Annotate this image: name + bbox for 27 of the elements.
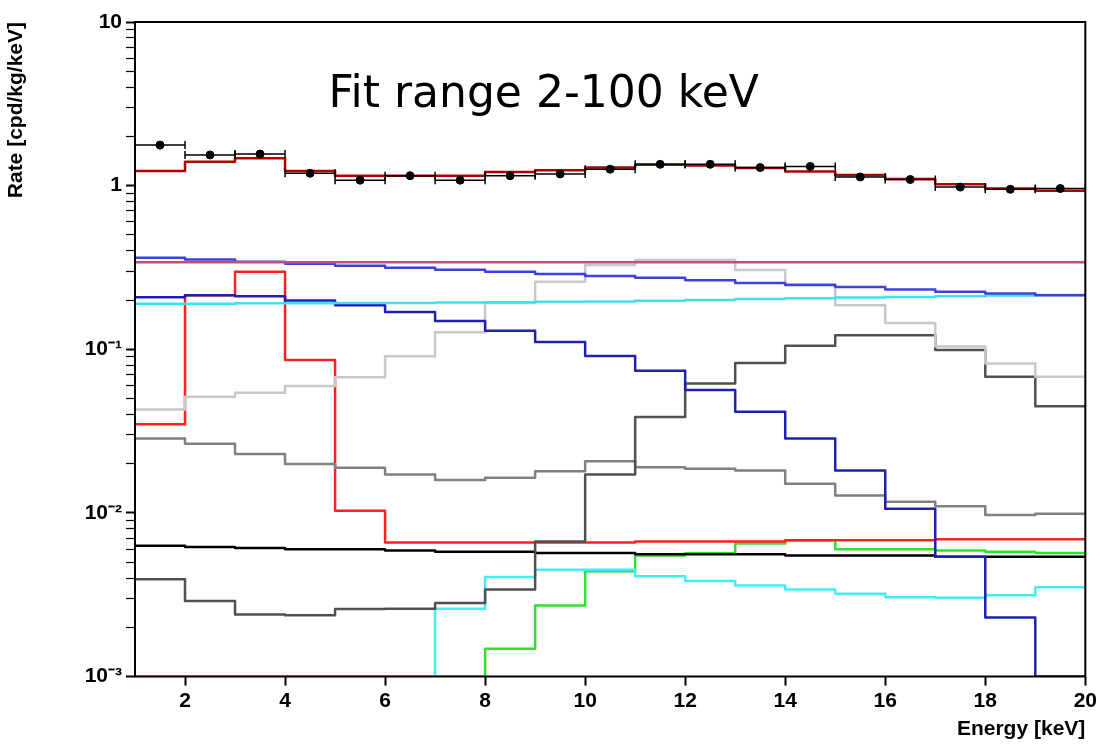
- y-axis-title: Rate [cpd/kg/keV]: [3, 22, 27, 199]
- x-tick-label: 12: [673, 688, 697, 711]
- x-tick-label: 14: [773, 688, 798, 711]
- point: [905, 175, 915, 185]
- point: [405, 171, 415, 181]
- y-tick-label: 10⁻¹: [84, 336, 122, 360]
- point: [505, 171, 515, 181]
- y-tick-label: 10⁻³: [84, 663, 122, 687]
- x-tick-label: 8: [479, 688, 492, 711]
- y-tick-label: 10: [98, 8, 122, 32]
- x-tick-label: 10: [573, 688, 597, 711]
- annotation: Fit range 2-100 keV: [328, 66, 759, 118]
- point: [805, 161, 815, 171]
- point: [655, 159, 665, 169]
- x-axis-title: Energy [keV]: [956, 716, 1086, 740]
- point: [1055, 184, 1065, 194]
- x-tick-label: 4: [279, 688, 292, 711]
- x-tick-label: 20: [1073, 688, 1097, 711]
- x-tick-label: 18: [973, 688, 998, 711]
- point: [305, 168, 315, 178]
- point: [705, 159, 715, 169]
- x-tick-label: 2: [179, 688, 191, 711]
- point: [1005, 184, 1015, 194]
- y-tick-label: 10⁻²: [84, 499, 122, 523]
- y-tick-label: 1: [110, 172, 123, 196]
- x-tick-label: 6: [379, 688, 391, 711]
- x-tick-label: 16: [873, 688, 897, 711]
